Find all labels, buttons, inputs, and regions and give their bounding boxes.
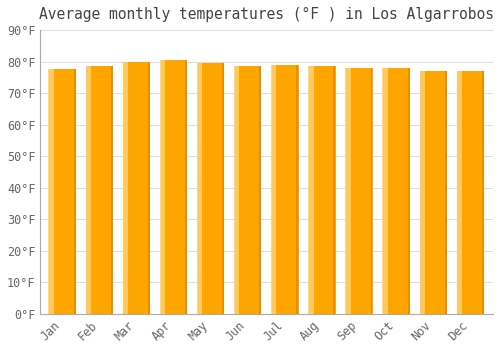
- Bar: [456, 71, 462, 314]
- Bar: [160, 60, 165, 314]
- Bar: [124, 62, 150, 314]
- Bar: [370, 68, 372, 314]
- Bar: [74, 70, 76, 314]
- Bar: [420, 71, 425, 314]
- Bar: [234, 66, 239, 314]
- Bar: [222, 63, 224, 314]
- Bar: [259, 66, 261, 314]
- Title: Average monthly temperatures (°F ) in Los Algarrobos: Average monthly temperatures (°F ) in Lo…: [39, 7, 494, 22]
- Bar: [346, 68, 373, 314]
- Bar: [86, 66, 113, 314]
- Bar: [148, 62, 150, 314]
- Bar: [308, 66, 314, 314]
- Bar: [309, 66, 336, 314]
- Bar: [296, 65, 298, 314]
- Bar: [383, 68, 410, 314]
- Bar: [160, 60, 188, 314]
- Bar: [482, 71, 484, 314]
- Bar: [458, 71, 484, 314]
- Bar: [185, 60, 187, 314]
- Bar: [86, 66, 91, 314]
- Bar: [111, 66, 112, 314]
- Bar: [235, 66, 262, 314]
- Bar: [445, 71, 446, 314]
- Bar: [197, 63, 202, 314]
- Bar: [346, 68, 350, 314]
- Bar: [408, 68, 410, 314]
- Bar: [334, 66, 336, 314]
- Bar: [271, 65, 276, 314]
- Bar: [382, 68, 388, 314]
- Bar: [272, 65, 298, 314]
- Bar: [122, 62, 128, 314]
- Bar: [49, 70, 76, 314]
- Bar: [48, 70, 54, 314]
- Bar: [420, 71, 447, 314]
- Bar: [198, 63, 224, 314]
